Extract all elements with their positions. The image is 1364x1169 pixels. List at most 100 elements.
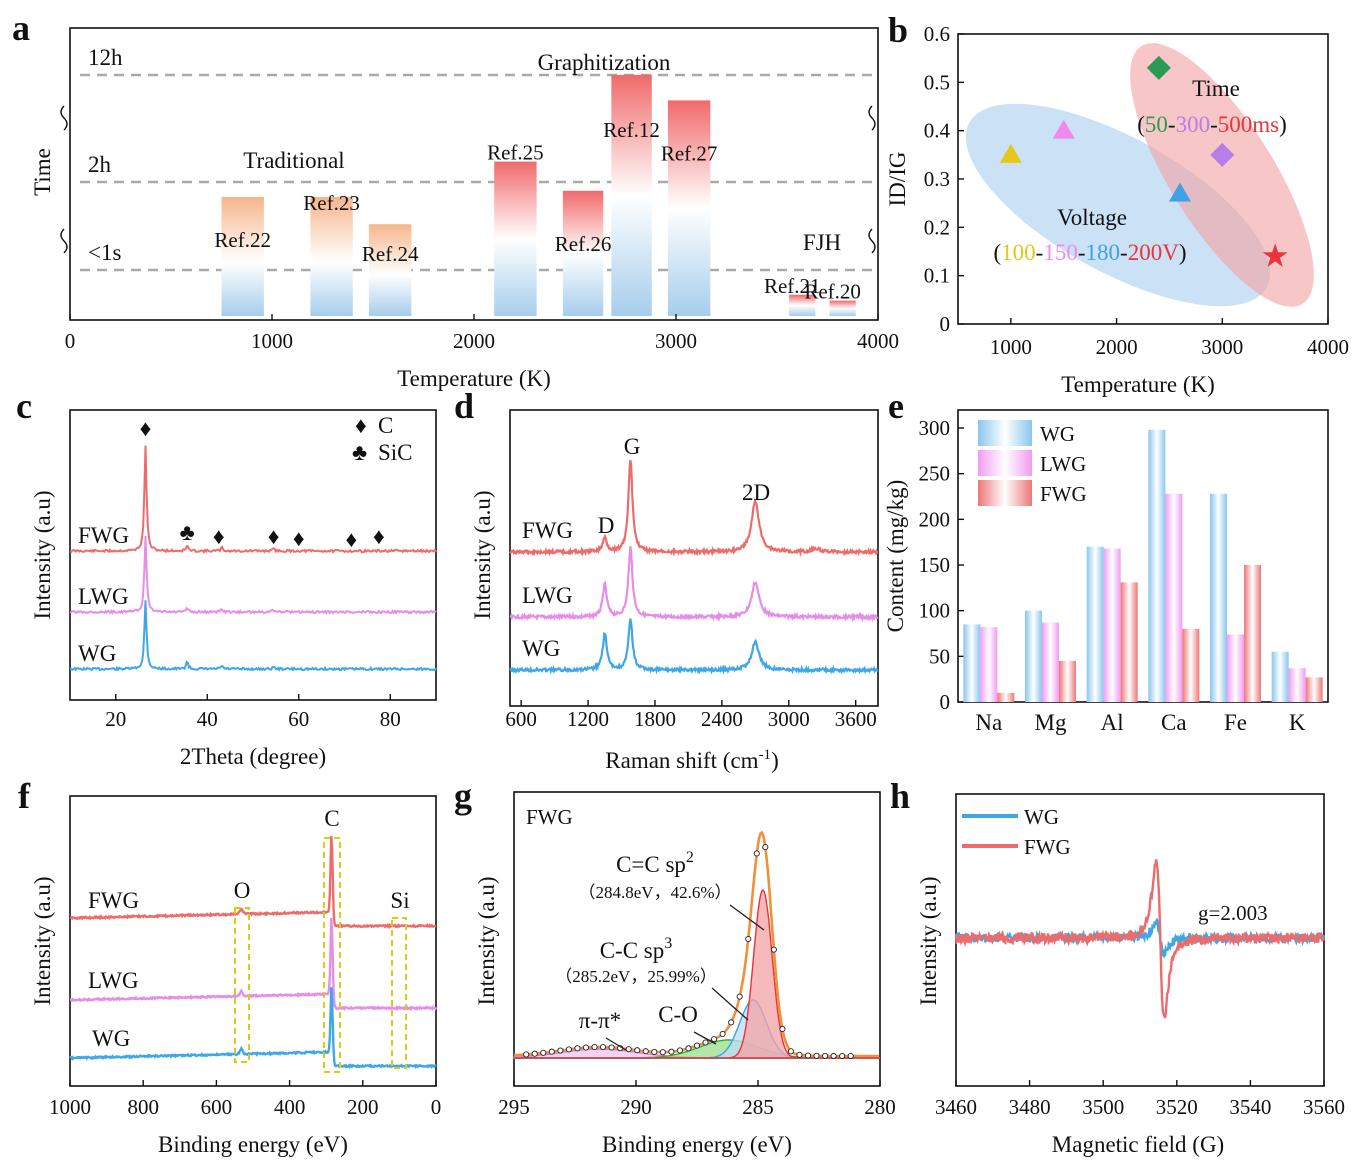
series-label: FWG [78, 523, 129, 548]
spectrum-line [509, 546, 879, 623]
x-axis-label: Magnetic field (G) [1052, 1132, 1224, 1157]
pi-label: π-π* [579, 1008, 621, 1033]
y-tick-label: 0.3 [924, 167, 950, 191]
dash: - [1036, 240, 1044, 265]
group-label: Traditional [243, 148, 344, 173]
time-level-label: 2h [88, 152, 112, 177]
peak-o-label: O [234, 878, 251, 903]
x-tick-label: 3000 [1201, 335, 1243, 359]
axis-break [868, 105, 876, 131]
y-tick-label: 0.4 [924, 119, 951, 143]
x-tick-label: 600 [505, 707, 537, 731]
dash: - [1168, 112, 1176, 137]
data-point [642, 1048, 649, 1055]
series-label: LWG [522, 583, 573, 608]
axis-break [868, 228, 876, 254]
data-point [787, 1048, 794, 1055]
series-label: WG [78, 641, 116, 666]
time-v1: 50 [1145, 112, 1168, 137]
y-axis-label: Content (mg/kg) [883, 480, 908, 633]
bar-label: Ref.24 [362, 242, 419, 266]
triangle-point [1169, 182, 1191, 202]
volt-v4: 200V [1128, 240, 1180, 265]
y-tick-label: 0.2 [924, 215, 950, 239]
arrow-sp3 [711, 987, 749, 1021]
diamond-point [1146, 55, 1171, 80]
spectrum-line [69, 917, 438, 1012]
volt-v3: 180 [1086, 240, 1121, 265]
panel-d-raman: d Intensity (a.u) Raman shift (cm-1) 600… [454, 386, 879, 773]
bar-label: Ref.26 [555, 232, 612, 256]
series-label: WG [92, 1026, 130, 1051]
y-tick-label: 50 [929, 644, 950, 668]
x-tick-label: 3600 [835, 707, 877, 731]
c-marker: ♦ [373, 524, 385, 549]
plot-frame [957, 409, 1329, 703]
spectrum-line [69, 445, 437, 554]
panel-e-metal-content: e Content (mg/kg) 0 50 100 150 200 250 300 Na M… [883, 386, 1329, 735]
x-ticks: 600 1200 1800 2400 3000 3600 [505, 700, 877, 731]
y-tick-label: 0.1 [924, 264, 950, 288]
peak-si-label: Si [390, 888, 409, 913]
x-tick-label: 280 [864, 1095, 896, 1119]
axis-ticks: 0 50 100 150 200 250 300 [919, 416, 964, 714]
bar [1271, 651, 1289, 702]
bar [980, 627, 998, 702]
y-axis-label: Intensity (a.u) [916, 876, 941, 1005]
paren: ) [1179, 240, 1187, 265]
panel-b-idig-scatter: b ID/IG Temperature (K) 1000 2000 3000 4000… [885, 10, 1349, 397]
diamond-point [1210, 142, 1235, 167]
category-label: Mg [1035, 710, 1067, 735]
bar [310, 196, 353, 316]
arrow-co [693, 1031, 717, 1045]
x-label-end: ) [771, 748, 779, 773]
x-label-main: Raman shift (cm [605, 748, 758, 773]
x-tick-label: 295 [498, 1095, 530, 1119]
arrow-sp2 [729, 904, 765, 931]
paren: ) [1279, 112, 1287, 137]
y-tick-label: 0 [940, 312, 951, 336]
x-tick-label: 3000 [655, 329, 697, 353]
bar [1305, 677, 1323, 702]
bar-label: Ref.22 [214, 228, 271, 252]
spectrum-line [69, 987, 437, 1070]
bar [1148, 429, 1166, 702]
x-tick-label: 60 [288, 707, 309, 731]
bar-label: Ref.25 [487, 141, 544, 165]
time-title: Time [1192, 76, 1240, 101]
y-axis-label: ID/IG [885, 152, 910, 207]
bar [1042, 622, 1059, 702]
x-tick-label: 1000 [49, 1095, 91, 1119]
data-point [574, 1045, 581, 1052]
bar [494, 161, 537, 316]
y-tick-label: 200 [919, 507, 951, 531]
group-label: FJH [803, 230, 841, 255]
bar [611, 74, 652, 317]
spectrum-line [954, 859, 1326, 1019]
spectrum-line [509, 460, 879, 558]
x-tick-label: 3000 [768, 707, 810, 731]
bar [1086, 546, 1104, 702]
c-marker: ♦ [293, 526, 305, 551]
y-tick-label: 300 [919, 416, 951, 440]
c-marker: ♦ [213, 524, 225, 549]
category-label: Na [975, 710, 1002, 735]
legend-swatch [978, 450, 1032, 476]
x-tick-label: 3500 [1082, 1095, 1124, 1119]
x-axis-label: 2Theta (degree) [180, 744, 326, 769]
category-label: K [1289, 710, 1306, 735]
series-label: WG [522, 636, 560, 661]
bar [1244, 565, 1261, 702]
x-tick-label: 1200 [567, 707, 609, 731]
peak-markers: ♦♦ ♦ ♦ ♦ ♦♣ [140, 416, 385, 552]
bar [1120, 582, 1138, 702]
data-point [702, 1039, 709, 1046]
x-axis-label: Raman shift (cm-1) [605, 747, 778, 773]
axis-ticks: 1000 2000 3000 4000 0 0.1 0.2 0.3 0.4 0.5 0.6 [924, 22, 1349, 359]
dash: - [1120, 240, 1128, 265]
voltage-title: Voltage [1057, 205, 1127, 230]
bar [667, 100, 711, 317]
fit-components [513, 830, 880, 1060]
x-tick-label: 290 [620, 1095, 652, 1119]
plot-frame [513, 791, 881, 1087]
